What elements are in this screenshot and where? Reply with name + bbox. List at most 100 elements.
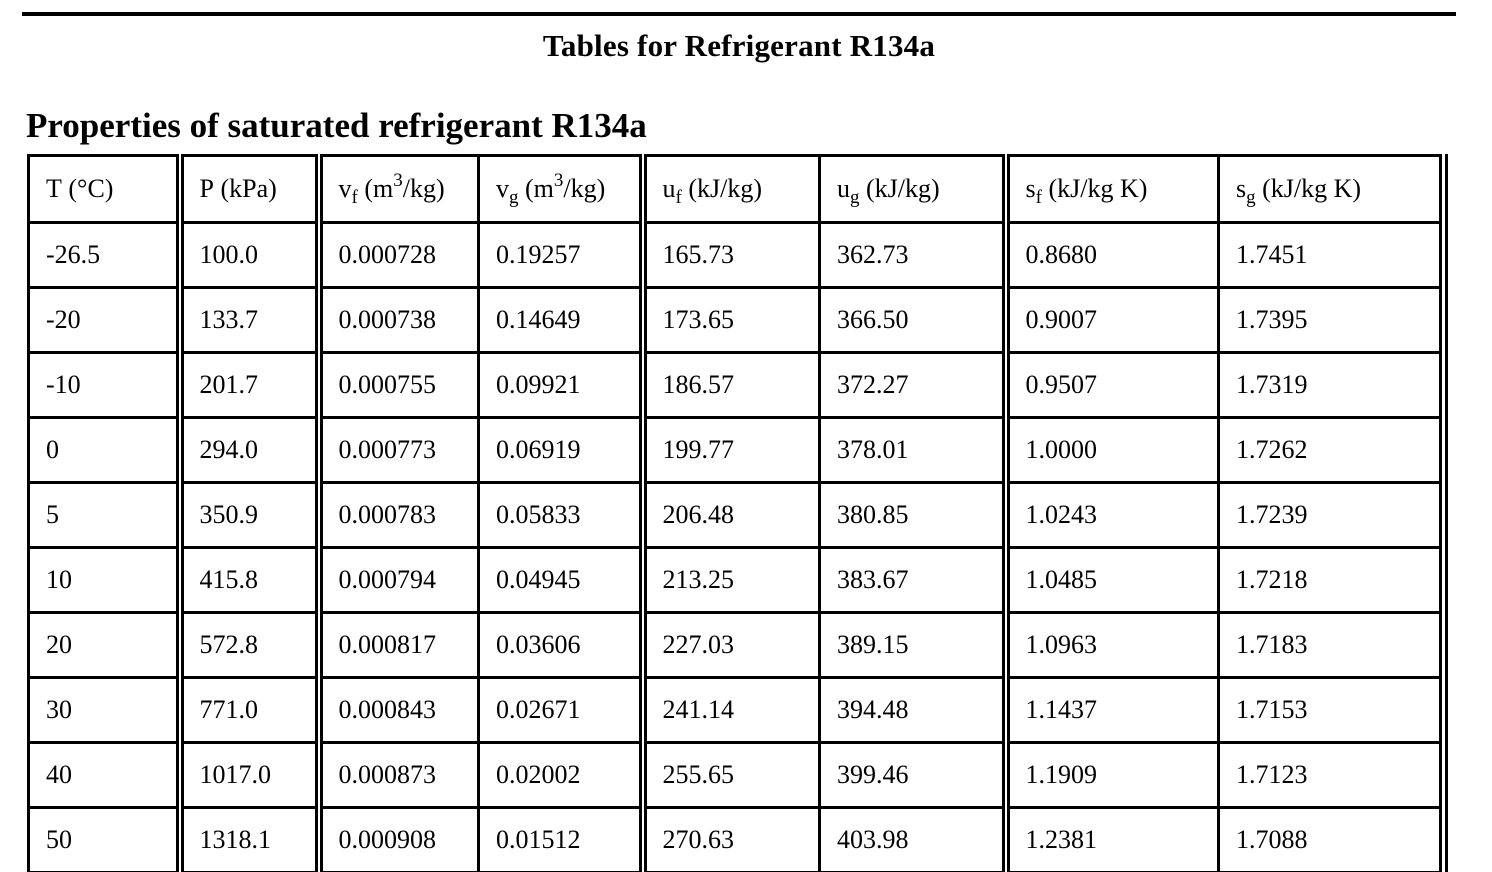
- header-row: T (°C) P (kPa) vf (m3/kg) vg (m3/kg) uf (kJ/…: [27, 154, 1448, 224]
- table-row: 40 1017.0 0.000873 0.02002 255.65 399.46 1.190…: [27, 741, 1448, 809]
- table-cell-vf: 0.000783: [314, 481, 480, 549]
- unit-text: (kPa): [213, 174, 277, 203]
- table-cell-sf: 0.9507: [1001, 351, 1220, 419]
- table-row: 5 350.9 0.000783 0.05833 206.48 380.85 1.0243 1…: [27, 481, 1448, 549]
- table-row: -10 201.7 0.000755 0.09921 186.57 372.27 0.950…: [27, 351, 1448, 419]
- table-cell-ug: 383.67: [818, 546, 1007, 614]
- table-cell-vf: 0.000738: [314, 286, 480, 354]
- table-cell-vg: 0.01512: [477, 806, 644, 872]
- table-cell-t: 0: [27, 416, 181, 484]
- table-cell-t: -10: [27, 351, 181, 419]
- table-row: 50 1318.1 0.000908 0.01512 270.63 403.98 1.238…: [27, 806, 1448, 872]
- unit-text: (m: [357, 174, 394, 203]
- table-row: -26.5 100.0 0.000728 0.19257 165.73 362.73 0.8…: [27, 221, 1448, 289]
- table-cell-p: 1318.1: [175, 806, 320, 872]
- table-cell-p: 415.8: [175, 546, 320, 614]
- unit-text: /kg): [563, 174, 606, 203]
- table-cell-vg: 0.06919: [477, 416, 644, 484]
- unit-text: /kg): [402, 174, 445, 203]
- table-cell-uf: 206.48: [638, 481, 821, 549]
- table-cell-ug: 389.15: [818, 611, 1007, 679]
- table-cell-t: 50: [27, 806, 181, 872]
- table-cell-vf: 0.000794: [314, 546, 480, 614]
- table-cell-vg: 0.09921: [477, 351, 644, 419]
- symbol-base: P: [199, 174, 214, 203]
- table-cell-ug: 394.48: [818, 676, 1007, 744]
- unit-text: (m: [518, 174, 554, 203]
- table-cell-sf: 0.9007: [1001, 286, 1220, 354]
- table-cell-ug: 366.50: [818, 286, 1007, 354]
- symbol-subscript: g: [509, 187, 519, 208]
- table-cell-vg: 0.19257: [477, 221, 644, 289]
- col-header-t: T (°C): [27, 154, 181, 224]
- table-cell-vg: 0.02671: [477, 676, 644, 744]
- table-cell-vg: 0.02002: [477, 741, 644, 809]
- table-row: -20 133.7 0.000738 0.14649 173.65 366.50 0.900…: [27, 286, 1448, 354]
- table-cell-sf: 1.2381: [1001, 806, 1220, 872]
- page-title: Tables for Refrigerant R134a: [542, 28, 936, 63]
- table-cell-sg: 1.7239: [1217, 481, 1448, 549]
- table-cell-vf: 0.000817: [314, 611, 480, 679]
- table-cell-sf: 1.0000: [1001, 416, 1220, 484]
- table-row: 10 415.8 0.000794 0.04945 213.25 383.67 1.0485…: [27, 546, 1448, 614]
- symbol-subscript: f: [675, 187, 682, 208]
- symbol-subscript: f: [351, 187, 358, 208]
- table-cell-p: 100.0: [175, 221, 320, 289]
- symbol-subscript: g: [1246, 187, 1256, 208]
- table-body: -26.5 100.0 0.000728 0.19257 165.73 362.73 0.8…: [27, 221, 1448, 872]
- table-cell-t: 30: [27, 676, 181, 744]
- table-cell-ug: 378.01: [818, 416, 1007, 484]
- col-header-p: P (kPa): [175, 154, 320, 224]
- symbol-base: u: [662, 174, 676, 203]
- table-cell-uf: 213.25: [638, 546, 821, 614]
- symbol-subscript: g: [850, 187, 860, 208]
- table-cell-p: 350.9: [175, 481, 320, 549]
- table-cell-ug: 380.85: [818, 481, 1007, 549]
- table-cell-sf: 1.1437: [1001, 676, 1220, 744]
- table-cell-uf: 199.77: [638, 416, 821, 484]
- table-cell-vf: 0.000908: [314, 806, 480, 872]
- table-cell-p: 201.7: [175, 351, 320, 419]
- table-cell-sf: 1.1909: [1001, 741, 1220, 809]
- table-cell-uf: 227.03: [638, 611, 821, 679]
- table-cell-p: 572.8: [175, 611, 320, 679]
- unit-superscript: 3: [393, 170, 403, 191]
- symbol-base: v: [338, 174, 352, 203]
- table-row: 30 771.0 0.000843 0.02671 241.14 394.48 1.1437…: [27, 676, 1448, 744]
- table-cell-vg: 0.14649: [477, 286, 644, 354]
- table-cell-sg: 1.7088: [1217, 806, 1448, 872]
- table-cell-p: 1017.0: [175, 741, 320, 809]
- table-cell-sg: 1.7262: [1217, 416, 1448, 484]
- unit-text: (kJ/kg K): [1255, 174, 1362, 203]
- symbol-subscript: f: [1035, 187, 1042, 208]
- table-cell-sf: 1.0243: [1001, 481, 1220, 549]
- table-cell-sg: 1.7153: [1217, 676, 1448, 744]
- unit-text: (°C): [61, 174, 114, 203]
- table-cell-t: 10: [27, 546, 181, 614]
- table-cell-sg: 1.7123: [1217, 741, 1448, 809]
- symbol-base: v: [496, 174, 509, 203]
- table-cell-p: 294.0: [175, 416, 320, 484]
- table-cell-vf: 0.000728: [314, 221, 480, 289]
- table-cell-uf: 186.57: [638, 351, 821, 419]
- table-cell-sg: 1.7395: [1217, 286, 1448, 354]
- table-cell-vg: 0.04945: [477, 546, 644, 614]
- col-header-vg: vg (m3/kg): [477, 154, 644, 224]
- unit-text: (kJ/kg K): [1041, 174, 1148, 203]
- unit-text: (kJ/kg): [859, 174, 940, 203]
- table-cell-vf: 0.000773: [314, 416, 480, 484]
- table-cell-vf: 0.000843: [314, 676, 480, 744]
- table-cell-t: -20: [27, 286, 181, 354]
- table-cell-sg: 1.7183: [1217, 611, 1448, 679]
- table-cell-p: 771.0: [175, 676, 320, 744]
- table-cell-uf: 165.73: [638, 221, 821, 289]
- unit-superscript: 3: [553, 170, 564, 191]
- table-cell-t: 40: [27, 741, 181, 809]
- properties-table: T (°C) P (kPa) vf (m3/kg) vg (m3/kg) uf (kJ/…: [27, 154, 1448, 872]
- table-cell-sf: 1.0485: [1001, 546, 1220, 614]
- table-cell-sf: 0.8680: [1001, 221, 1220, 289]
- table-cell-vg: 0.05833: [477, 481, 644, 549]
- table-cell-uf: 255.65: [638, 741, 821, 809]
- col-header-uf: uf (kJ/kg): [638, 154, 821, 224]
